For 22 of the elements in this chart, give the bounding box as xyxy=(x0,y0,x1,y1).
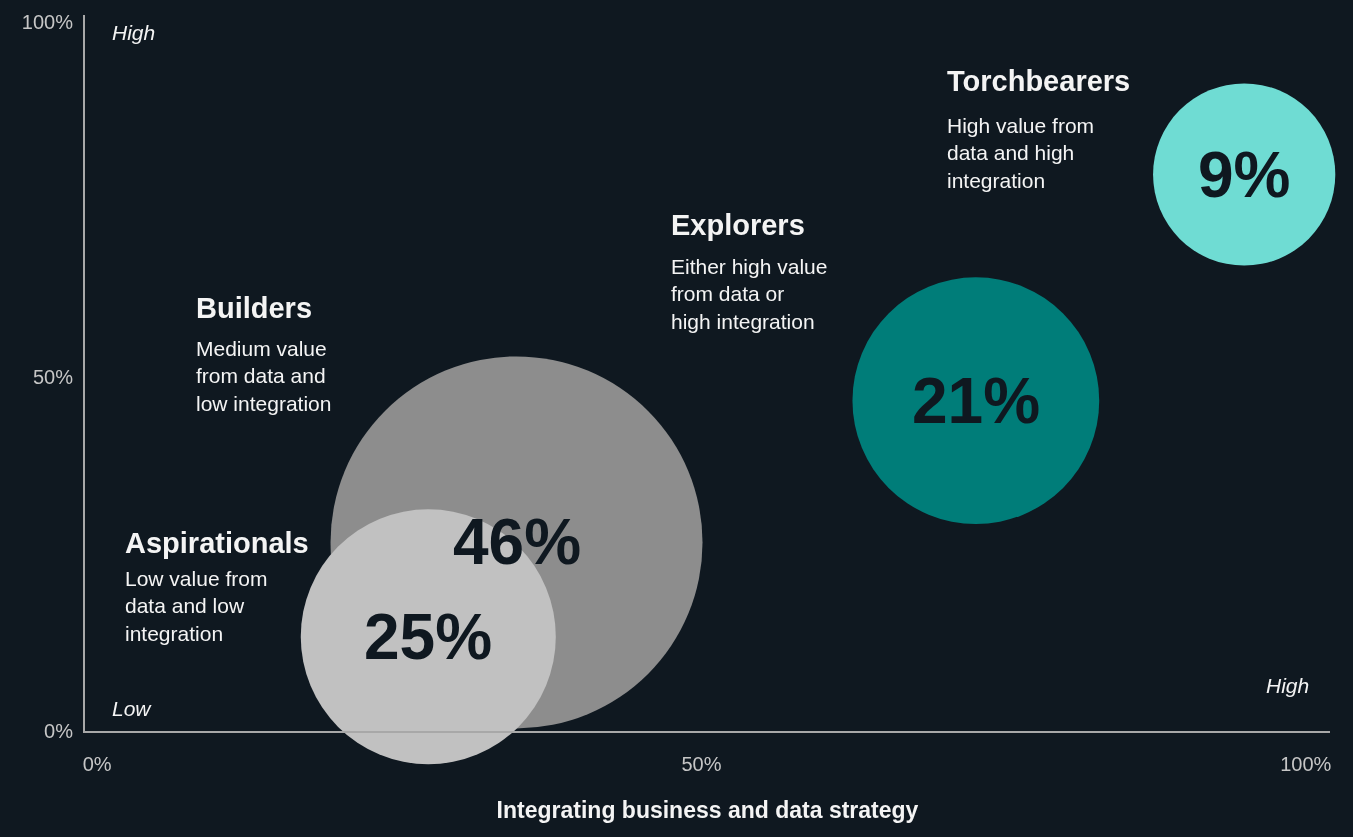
annotation: Medium value from data and low integration xyxy=(196,337,332,415)
annotation: 25% xyxy=(364,601,493,673)
annotation: High value from data and high integration xyxy=(947,114,1095,192)
annotation: Aspirationals xyxy=(125,527,309,559)
annotation: Low value from data and low integration xyxy=(125,567,268,645)
annotation: Explorers xyxy=(671,209,805,241)
annotation: High xyxy=(112,21,156,44)
x-tick-label: 50% xyxy=(681,753,722,775)
y-tick-label: 50% xyxy=(32,365,74,388)
x-tick-label: 0% xyxy=(82,753,112,775)
annotation: Builders xyxy=(196,292,313,324)
annotation: Either high value from data or high integration xyxy=(671,255,828,333)
annotation: High xyxy=(1266,674,1310,697)
annotation: 21% xyxy=(912,365,1041,437)
y-tick-label: 100% xyxy=(21,11,74,34)
annotation: 46% xyxy=(453,506,582,578)
x-tick-label: 100% xyxy=(1280,753,1332,775)
y-tick-label: 0% xyxy=(44,720,74,742)
x-axis-title: Integrating business and data strategy xyxy=(496,797,919,824)
annotation: 9% xyxy=(1198,139,1291,211)
annotation: Low xyxy=(112,697,153,720)
annotation: Torchbearers xyxy=(947,65,1131,97)
